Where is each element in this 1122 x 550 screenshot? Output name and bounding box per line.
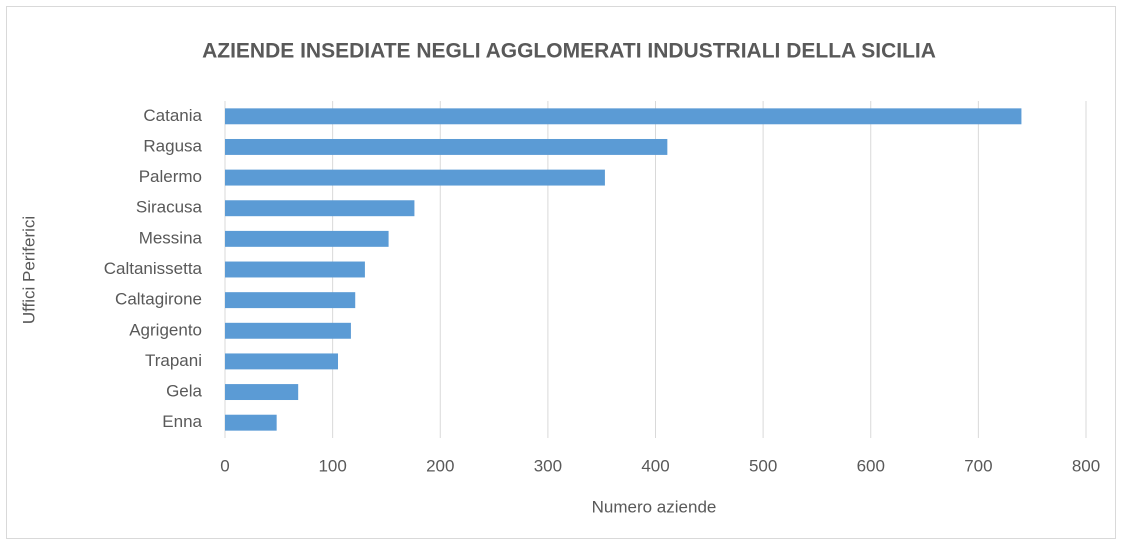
bar: [225, 138, 668, 155]
y-axis-title: Uffici Periferici: [19, 216, 38, 324]
y-tick-label: Caltanissetta: [104, 259, 203, 278]
bar: [225, 322, 351, 339]
x-tick-label: 300: [534, 456, 562, 475]
bar: [225, 108, 1022, 125]
y-tick-label: Gela: [166, 382, 202, 401]
bar: [225, 414, 277, 431]
bar: [225, 353, 339, 370]
x-tick-label: 100: [318, 456, 346, 475]
y-tick-label: Palermo: [139, 167, 202, 186]
bar: [225, 261, 365, 278]
y-tick-label: Caltagirone: [115, 290, 202, 309]
chart-border: [6, 6, 1116, 539]
chart-title: AZIENDE INSEDIATE NEGLI AGGLOMERATI INDU…: [202, 40, 936, 63]
x-tick-label: 200: [426, 456, 454, 475]
x-axis-title: Numero aziende: [592, 497, 717, 516]
y-tick-label: Trapani: [145, 351, 202, 370]
y-tick-label: Catania: [143, 106, 202, 125]
x-tick-label: 700: [964, 456, 992, 475]
y-tick-label: Messina: [139, 228, 203, 247]
y-tick-label: Agrigento: [129, 320, 202, 339]
x-tick-label: 0: [220, 456, 229, 475]
x-tick-label: 500: [749, 456, 777, 475]
bar: [225, 200, 415, 217]
x-tick-label: 400: [641, 456, 669, 475]
bar: [225, 384, 299, 401]
y-tick-label: Siracusa: [136, 198, 203, 217]
x-tick-label: 600: [857, 456, 885, 475]
y-tick-label: Ragusa: [143, 136, 202, 155]
x-tick-label: 800: [1072, 456, 1100, 475]
bar: [225, 169, 605, 186]
y-tick-label: Enna: [162, 412, 202, 431]
bar: [225, 230, 389, 247]
bar: [225, 292, 356, 309]
